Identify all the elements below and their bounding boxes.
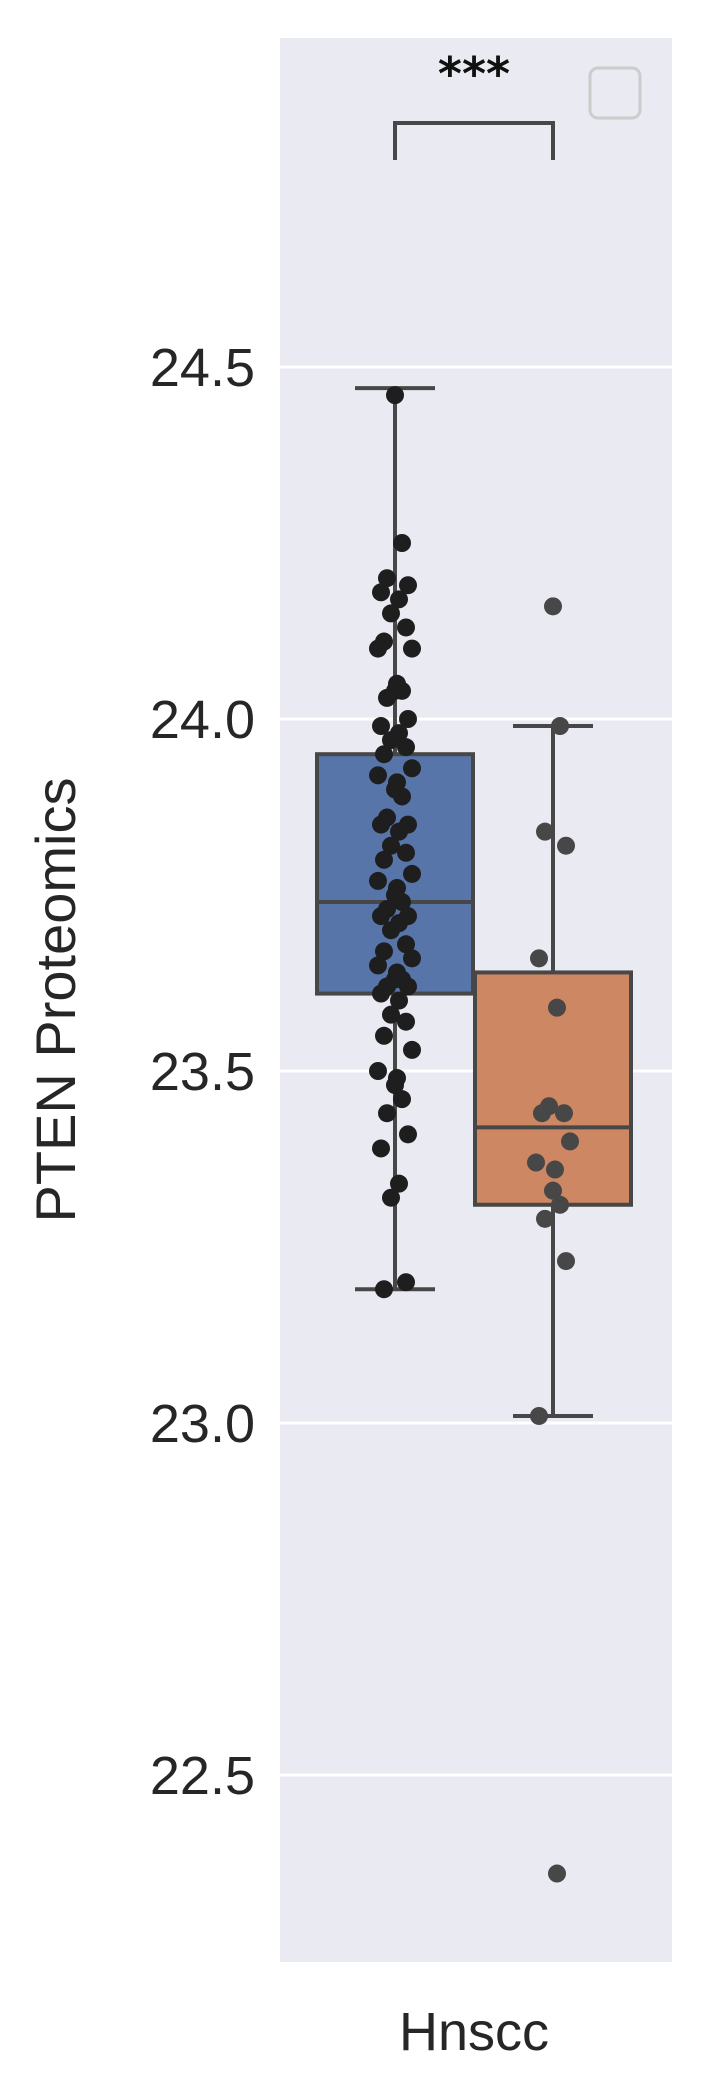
data-point-1-11 <box>369 639 387 658</box>
data-point-1-56 <box>397 1012 415 1031</box>
data-point-1-68 <box>397 1273 415 1292</box>
data-point-2-3 <box>536 822 554 841</box>
y-tick-label-22.5: 22.5 <box>150 1746 255 1806</box>
data-point-1-61 <box>386 1076 404 1095</box>
data-point-1-47 <box>369 956 387 975</box>
data-point-1-1 <box>386 386 404 405</box>
data-point-1-30 <box>390 822 408 841</box>
data-point-1-67 <box>382 1188 400 1207</box>
data-point-2-8 <box>555 1104 573 1123</box>
data-point-1-41 <box>372 907 390 926</box>
legend-box <box>588 66 642 120</box>
y-tick-label-24.0: 24.0 <box>150 690 255 750</box>
x-tick-label: Hnscc <box>399 2002 549 2062</box>
data-point-1-33 <box>375 850 393 869</box>
data-point-2-5 <box>530 949 548 968</box>
data-point-1-69 <box>375 1280 393 1299</box>
data-point-2-14 <box>551 1195 569 1214</box>
data-point-1-22 <box>403 759 421 778</box>
data-point-1-3 <box>378 569 396 588</box>
data-point-1-26 <box>393 787 411 806</box>
data-point-1-16 <box>399 710 417 728</box>
data-point-2-15 <box>536 1209 554 1228</box>
data-point-2-18 <box>548 1864 566 1883</box>
y-tick-label-23.0: 23.0 <box>150 1394 255 1454</box>
data-point-1-57 <box>375 1026 393 1045</box>
data-point-1-6 <box>390 590 408 609</box>
data-point-1-62 <box>393 1090 411 1109</box>
data-point-1-8 <box>397 618 415 637</box>
data-point-1-20 <box>397 738 415 757</box>
data-point-1-63 <box>378 1104 396 1123</box>
significance-annotation: *** <box>393 47 555 160</box>
significance-label: *** <box>438 47 510 101</box>
data-point-2-10 <box>561 1132 579 1151</box>
data-point-1-5 <box>372 583 390 602</box>
y-axis-label: PTEN Proteomics <box>24 778 87 1223</box>
data-point-2-1 <box>544 597 562 616</box>
data-point-1-19 <box>382 731 400 750</box>
data-point-1-46 <box>403 949 421 968</box>
data-point-1-10 <box>403 639 421 658</box>
data-point-2-12 <box>546 1160 564 1179</box>
y-tick-label-23.5: 23.5 <box>150 1042 255 1102</box>
data-point-1-43 <box>382 921 400 940</box>
data-point-1-64 <box>399 1125 417 1144</box>
data-point-1-65 <box>372 1139 390 1158</box>
data-points <box>369 386 579 1883</box>
data-point-2-13 <box>544 1181 562 1200</box>
data-point-1-38 <box>393 893 411 912</box>
data-point-1-45 <box>375 942 393 961</box>
y-tick-labels: 22.5 23.0 23.5 24.0 24.5 <box>150 338 255 1806</box>
data-point-1-31 <box>382 836 400 855</box>
data-point-2-16 <box>557 1252 575 1271</box>
data-point-1-59 <box>369 1062 387 1080</box>
data-point-2-6 <box>548 998 566 1017</box>
data-point-2-9 <box>533 1104 551 1123</box>
data-point-2-17 <box>530 1406 548 1425</box>
data-point-1-29 <box>372 815 390 834</box>
data-point-1-53 <box>372 984 390 1003</box>
data-point-1-4 <box>399 576 417 595</box>
data-point-2-2 <box>551 717 569 736</box>
data-point-1-66 <box>390 1174 408 1193</box>
data-point-1-44 <box>397 935 415 954</box>
y-tick-label-24.5: 24.5 <box>150 338 255 398</box>
data-point-1-55 <box>382 1005 400 1024</box>
data-point-1-52 <box>399 977 417 996</box>
data-point-2-4 <box>557 836 575 855</box>
data-point-1-32 <box>397 843 415 862</box>
data-point-1-35 <box>369 871 387 890</box>
data-point-1-14 <box>393 681 411 700</box>
data-point-1-23 <box>369 766 387 785</box>
data-point-2-11 <box>527 1153 545 1172</box>
data-point-1-2 <box>393 534 411 552</box>
data-point-1-58 <box>403 1040 421 1059</box>
significance-bracket <box>393 121 555 160</box>
data-point-1-17 <box>372 717 390 736</box>
data-point-1-54 <box>390 991 408 1010</box>
data-point-1-15 <box>378 688 396 707</box>
data-point-1-7 <box>382 604 400 623</box>
data-point-1-34 <box>403 864 421 883</box>
data-point-1-21 <box>375 745 393 764</box>
